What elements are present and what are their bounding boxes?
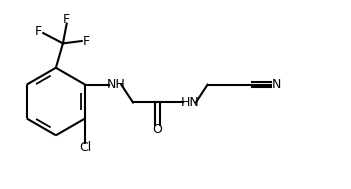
- Text: N: N: [271, 78, 281, 91]
- Text: NH: NH: [106, 78, 125, 91]
- Text: F: F: [63, 13, 70, 26]
- Text: O: O: [152, 123, 162, 136]
- Text: Cl: Cl: [79, 141, 91, 154]
- Text: HN: HN: [181, 96, 200, 109]
- Text: F: F: [35, 25, 42, 38]
- Text: F: F: [83, 35, 90, 47]
